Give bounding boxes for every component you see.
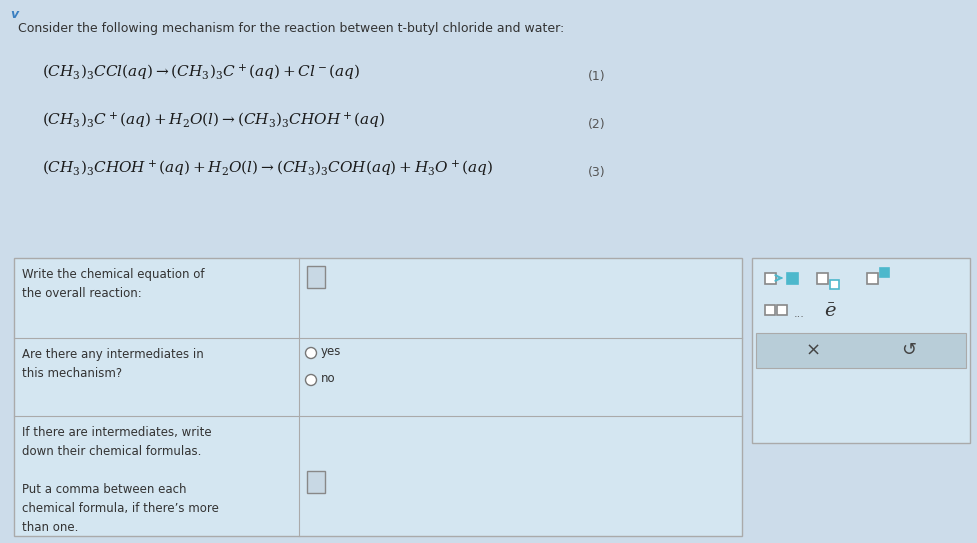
- Bar: [14, 258, 742, 536]
- Text: no: no: [321, 372, 336, 386]
- Bar: [777, 305, 787, 315]
- Text: Consider the following mechanism for the reaction between t-butyl chloride and w: Consider the following mechanism for the…: [18, 22, 565, 35]
- Text: v: v: [10, 8, 19, 21]
- Text: $(CH_3)_3CCl(aq) \rightarrow (CH_3)_3C^+(aq) + Cl^-(aq)$: $(CH_3)_3CCl(aq) \rightarrow (CH_3)_3C^+…: [42, 62, 361, 81]
- Text: $(CH_3)_3C^+(aq) + H_2O(l) \rightarrow (CH_3)_3CHOH^+(aq)$: $(CH_3)_3C^+(aq) + H_2O(l) \rightarrow (…: [42, 110, 385, 130]
- Bar: [817, 273, 828, 283]
- Text: Are there any intermediates in
this mechanism?: Are there any intermediates in this mech…: [22, 348, 204, 380]
- Text: $(CH_3)_3CHOH^+(aq) + H_2O(l) \rightarrow (CH_3)_3COH(aq) + H_3O^+(aq)$: $(CH_3)_3CHOH^+(aq) + H_2O(l) \rightarro…: [42, 158, 493, 178]
- Bar: [765, 305, 775, 315]
- Bar: [752, 258, 970, 443]
- Text: If there are intermediates, write
down their chemical formulas.

Put a comma bet: If there are intermediates, write down t…: [22, 426, 219, 534]
- Bar: [764, 273, 776, 283]
- Text: ...: ...: [794, 309, 805, 319]
- Circle shape: [306, 348, 317, 358]
- Circle shape: [306, 375, 317, 386]
- Text: ×: ×: [805, 342, 821, 359]
- Text: (1): (1): [588, 70, 606, 83]
- Bar: [307, 266, 325, 288]
- Text: (2): (2): [588, 118, 606, 131]
- Text: ↺: ↺: [902, 342, 916, 359]
- Bar: [867, 273, 877, 283]
- Bar: [829, 280, 838, 288]
- Text: yes: yes: [321, 345, 341, 358]
- Bar: [307, 471, 325, 493]
- Bar: [879, 268, 888, 276]
- Text: $\bar{e}$: $\bar{e}$: [824, 302, 836, 321]
- Bar: [786, 273, 797, 283]
- Bar: [756, 333, 966, 368]
- Text: Write the chemical equation of
the overall reaction:: Write the chemical equation of the overa…: [22, 268, 204, 300]
- Text: (3): (3): [588, 166, 606, 179]
